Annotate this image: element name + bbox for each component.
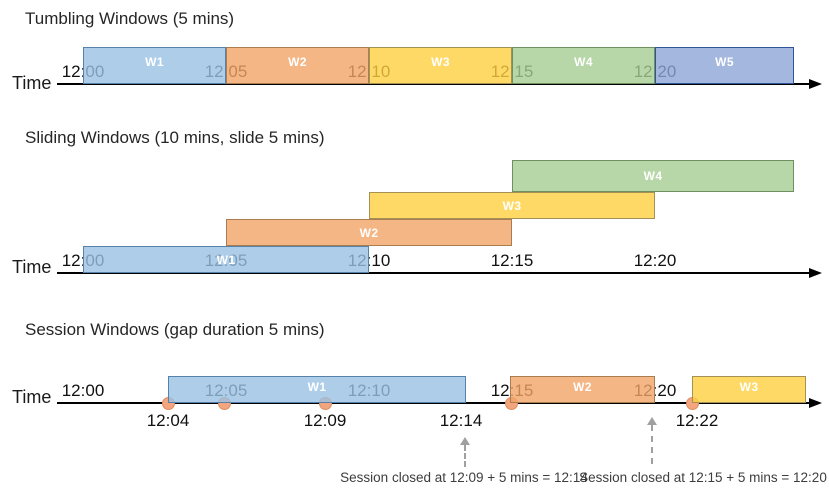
time-axis-line xyxy=(57,272,810,274)
tick-label: 12:20 xyxy=(633,251,677,270)
time-axis-arrowhead-icon xyxy=(809,79,822,89)
time-axis-label: Time xyxy=(12,73,52,93)
window-label: W1 xyxy=(307,380,327,394)
time-axis-arrowhead-icon xyxy=(809,268,822,278)
window-label: W5 xyxy=(715,55,734,69)
time-axis-label: Time xyxy=(12,257,52,277)
tick-label: 12:15 xyxy=(490,251,534,270)
event-time-label: 12:09 xyxy=(303,411,347,430)
window-bar: W1 xyxy=(168,376,466,403)
time-axis-line xyxy=(57,402,810,404)
event-time-label: 12:14 xyxy=(439,411,483,430)
window-bar: W2 xyxy=(226,47,369,84)
up-arrow-icon xyxy=(647,417,657,425)
section-title: Tumbling Windows (5 mins) xyxy=(25,9,235,28)
session-closed-note: Session closed at 12:09 + 5 mins = 12:14 xyxy=(340,470,588,485)
section-title: Session Windows (gap duration 5 mins) xyxy=(25,320,325,339)
window-label: W3 xyxy=(431,55,450,69)
window-bar: W3 xyxy=(369,47,512,84)
window-label: W3 xyxy=(739,380,759,394)
window-label: W4 xyxy=(643,169,663,183)
window-label: W1 xyxy=(145,55,164,69)
window-label: W1 xyxy=(216,252,236,267)
time-axis-line xyxy=(57,83,810,85)
time-axis-label: Time xyxy=(12,387,52,407)
window-bar: W5 xyxy=(655,47,794,84)
up-arrow-shaft xyxy=(464,445,466,467)
window-bar: W1 xyxy=(83,47,226,84)
event-time-label: 12:22 xyxy=(675,411,719,430)
window-label: W2 xyxy=(573,380,592,394)
window-bar: W3 xyxy=(369,192,655,219)
window-label: W2 xyxy=(359,225,379,240)
window-label: W2 xyxy=(288,55,307,69)
up-arrow-shaft xyxy=(651,425,653,464)
tick-label: 12:00 xyxy=(61,381,105,400)
window-bar: W1 xyxy=(83,246,369,273)
session-closed-note: Session closed at 12:15 + 5 mins = 12:20 xyxy=(579,470,827,485)
window-label: W3 xyxy=(502,198,522,213)
window-bar: W4 xyxy=(512,47,655,84)
window-bar: W4 xyxy=(512,160,794,192)
window-bar: W2 xyxy=(226,219,512,246)
time-axis-arrowhead-icon xyxy=(809,398,822,408)
section-title: Sliding Windows (10 mins, slide 5 mins) xyxy=(25,128,325,147)
window-bar: W2 xyxy=(510,376,655,403)
up-arrow-icon xyxy=(460,437,470,445)
window-label: W4 xyxy=(574,55,593,69)
event-time-label: 12:04 xyxy=(146,411,190,430)
window-bar: W3 xyxy=(692,376,806,403)
